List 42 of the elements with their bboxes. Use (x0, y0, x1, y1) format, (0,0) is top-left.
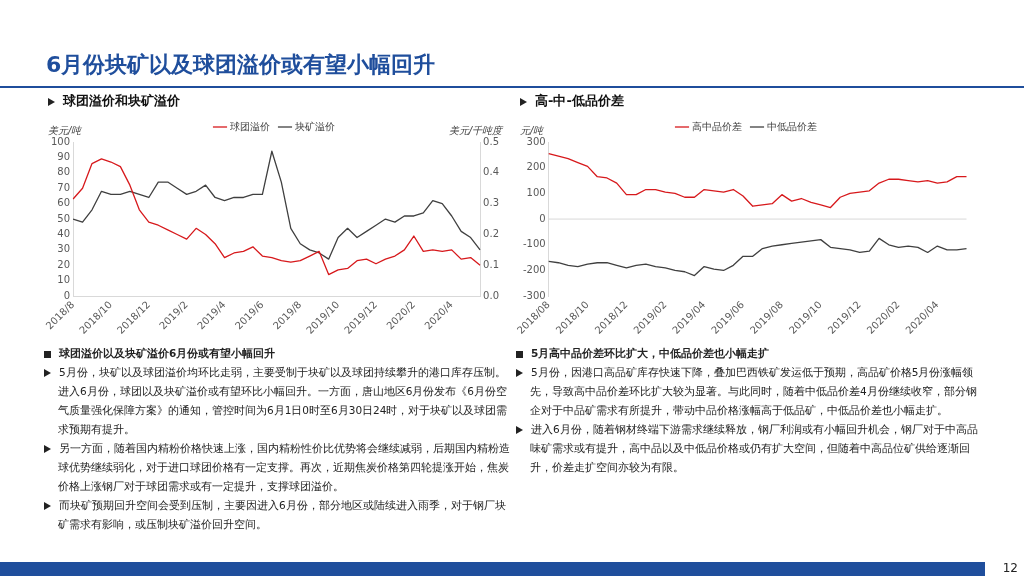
y-tick-label: 70 (57, 181, 71, 193)
legend-label: 高中品价差 (692, 120, 742, 132)
y-tick-label: 100 (50, 135, 71, 147)
text: 5月份，块矿以及球团溢价均环比走弱，主要受制于块矿以及球团持续攀升的港口库存压制。进入6月份，球团以及块矿溢价或有望环比小幅回升。一方面，唐山地区6月份发布《6月份空气质量强化保障方案》的通知，管控时间为6月1日0时至6月30日24时，对于块矿以及球团需求预期有提升。 (57, 365, 509, 437)
y-tick-label: 100 (526, 186, 546, 198)
text: 5月份，因港口高品矿库存快速下降，叠加巴西铁矿发运低于预期，高品矿价格5月份涨幅领先，导致高中品价差环比扩大较为显著。与此同时，随着中低品价差4月份继续收窄，部分钢企对于中品矿需求有所提升，带动中品价格涨幅高于低品矿，中低品价差也小幅走扩。 (529, 365, 978, 418)
text: 进入6月份，随着钢材终端下游需求继续释放，钢厂利润或有小幅回升机会，钢厂对于中高品味矿需求或有提升，高中品以及中低品价格或仍有扩大空间，但随着中高品位矿供给逐渐回升，价差走扩空间亦较为有限。 (529, 422, 979, 475)
y2-tick-label: 0.2 (483, 228, 499, 240)
y2-tick-label: 0.0 (483, 289, 499, 301)
y2-axis-title: 美元/千吨度 (448, 124, 504, 136)
text: 5月高中品价差环比扩大，中低品价差也小幅走扩 (530, 346, 771, 361)
y-tick-label: -300 (522, 289, 546, 301)
text: 而块矿预期回升空间会受到压制，主要因进入6月份，部分地区或陆续进入雨季，对于钢厂块矿需求有影响，或压制块矿溢价回升空间。 (57, 498, 507, 532)
y-tick-label: -100 (522, 238, 546, 250)
y-tick-label: 0 (63, 289, 71, 301)
y-axis-title: 元/吨 (520, 124, 546, 136)
y-tick-label: 200 (526, 161, 546, 173)
legend-label: 中低品价差 (767, 120, 817, 132)
legend-label: 块矿溢价 (294, 120, 335, 132)
y-tick-label: 80 (57, 166, 71, 178)
y2-tick-label: 0.1 (483, 258, 499, 270)
y-tick-label: 30 (57, 243, 71, 255)
chart-title: 球团溢价和块矿溢价 (61, 92, 181, 110)
legend-label: 球团溢价 (230, 120, 270, 132)
y-tick-label: 60 (57, 197, 71, 209)
y2-tick-label: 0.4 (483, 166, 499, 178)
y-tick-label: 10 (57, 274, 71, 286)
y-tick-label: 20 (57, 258, 71, 270)
text: 另一方面，随着国内精粉价格快速上涨，国内精粉性价比优势将会继续减弱，后期国内精粉造球优势继续弱化，对于进口球团价格有一定支撑。再次，近期焦炭价格第四轮提涨开始，焦炭价格上涨钢厂对于球团需求或有一定提升，支撑球团溢价。 (57, 441, 511, 494)
y-axis-title: 美元/吨 (48, 124, 84, 136)
y-tick-label: -200 (522, 264, 546, 276)
y-tick-label: 0 (539, 212, 546, 224)
text: 12 (1002, 561, 1018, 575)
y-tick-label: 90 (57, 151, 71, 163)
text: 球团溢价以及块矿溢价6月份或有望小幅回升 (58, 346, 277, 361)
y-tick-label: 50 (57, 212, 71, 224)
y2-tick-label: 0.3 (483, 197, 499, 209)
chart-title: 高-中-低品价差 (534, 92, 625, 110)
y-tick-label: 40 (57, 228, 71, 240)
text: 6月份块矿以及球团溢价或有望小幅回升 (46, 51, 436, 79)
y-tick-label: 300 (526, 135, 546, 147)
y2-tick-label: 0.5 (483, 135, 499, 147)
